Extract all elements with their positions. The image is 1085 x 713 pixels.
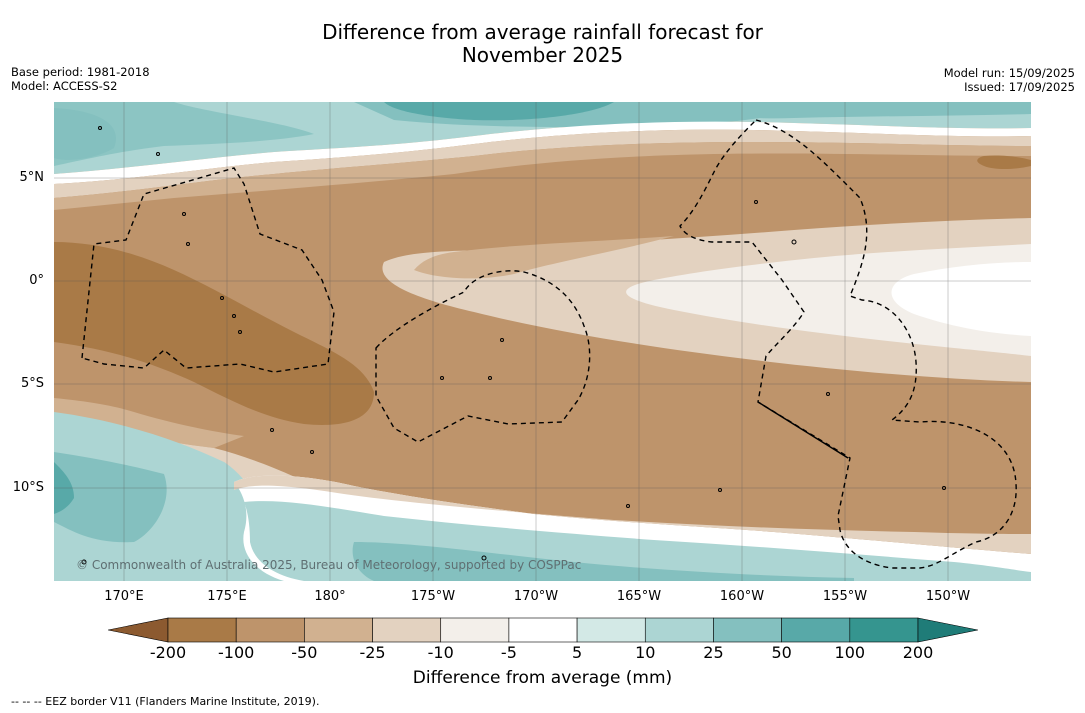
- title-line-1: Difference from average rainfall forecas…: [322, 20, 763, 44]
- colorbar-tick-label: -25: [359, 643, 386, 662]
- colorbar-tick-label: 200: [902, 643, 934, 662]
- lon-label-175e: 175°E: [207, 589, 247, 604]
- north-positive-anomaly: [54, 102, 1031, 174]
- lon-label-175w: 175°W: [410, 589, 456, 604]
- colorbar-tick-label: -200: [149, 643, 187, 662]
- lat-label-10s: 10°S: [12, 480, 44, 495]
- lon-label-170w: 170°W: [513, 589, 559, 604]
- eez-borders: [81, 119, 1017, 569]
- colorbar-segment: [372, 617, 442, 643]
- colorbar-label: Difference from average (mm): [412, 668, 673, 688]
- colorbar-tick-label: -50: [291, 643, 318, 662]
- colorbar-segment: [713, 617, 782, 643]
- base-period: Base period: 1981-2018: [11, 65, 150, 79]
- lon-label-180: 180°: [314, 589, 346, 604]
- colorbar-segment: [849, 617, 919, 643]
- lon-label-155w: 155°W: [822, 589, 868, 604]
- colorbar-segment: [167, 617, 237, 643]
- colorbar-segment: [576, 617, 646, 643]
- graticule: [54, 102, 1031, 581]
- colorbar: [108, 617, 978, 643]
- lon-label-150w: 150°W: [925, 589, 971, 604]
- colorbar-tick-label: -100: [218, 643, 255, 662]
- lat-label-5s: 5°S: [20, 376, 44, 391]
- colorbar-segment: [644, 617, 714, 643]
- model-name: Model: ACCESS-S2: [11, 79, 118, 93]
- meta-right: Model run: 15/09/2025 Issued: 17/09/2025: [944, 66, 1075, 94]
- meta-left: Base period: 1981-2018 Model: ACCESS-S2: [11, 65, 150, 93]
- colorbar-tick-label: -10: [427, 643, 454, 662]
- colorbar-tick-label: 25: [703, 643, 724, 662]
- map-title: Difference from average rainfall forecas…: [0, 21, 1085, 67]
- eez-border-phoenix-islands: [375, 270, 591, 443]
- colorbar-tick-label: -5: [500, 643, 517, 662]
- colorbar-extend-high: [917, 617, 978, 643]
- colorbar-segment: [440, 617, 510, 643]
- lon-label-165w: 165°W: [616, 589, 662, 604]
- rainfall-anomaly-map: [54, 102, 1031, 581]
- colorbar-tick-label: 50: [771, 643, 792, 662]
- colorbar-segment: [508, 617, 578, 643]
- eez-solid-line: [757, 401, 849, 459]
- colorbar-tick-label: 5: [571, 643, 583, 662]
- colorbar-tick-label: 100: [834, 643, 866, 662]
- lon-label-170e: 170°E: [104, 589, 144, 604]
- eez-border-line-islands-north: [679, 119, 1017, 569]
- lat-label-5n: 5°N: [19, 170, 45, 185]
- eez-border-tuvalu-tokelau: [81, 167, 335, 373]
- west-dry-core: [54, 242, 374, 425]
- lon-label-160w: 160°W: [719, 589, 765, 604]
- colorbar-extend-low: [108, 617, 169, 643]
- colorbar-tick-label: 10: [635, 643, 656, 662]
- eez-footnote: -- -- -- EEZ border V11 (Flanders Marine…: [11, 695, 320, 708]
- lat-label-0: 0°: [29, 273, 44, 288]
- islands: [81, 126, 946, 565]
- model-run: Model run: 15/09/2025: [943, 66, 1075, 80]
- issued-date: Issued: 17/09/2025: [964, 80, 1075, 94]
- colorbar-segment: [235, 617, 305, 643]
- colorbar-segment: [781, 617, 851, 643]
- colorbar-segment: [304, 617, 373, 643]
- title-line-2: November 2025: [461, 43, 624, 67]
- copyright-watermark: © Commonwealth of Australia 2025, Bureau…: [76, 558, 582, 572]
